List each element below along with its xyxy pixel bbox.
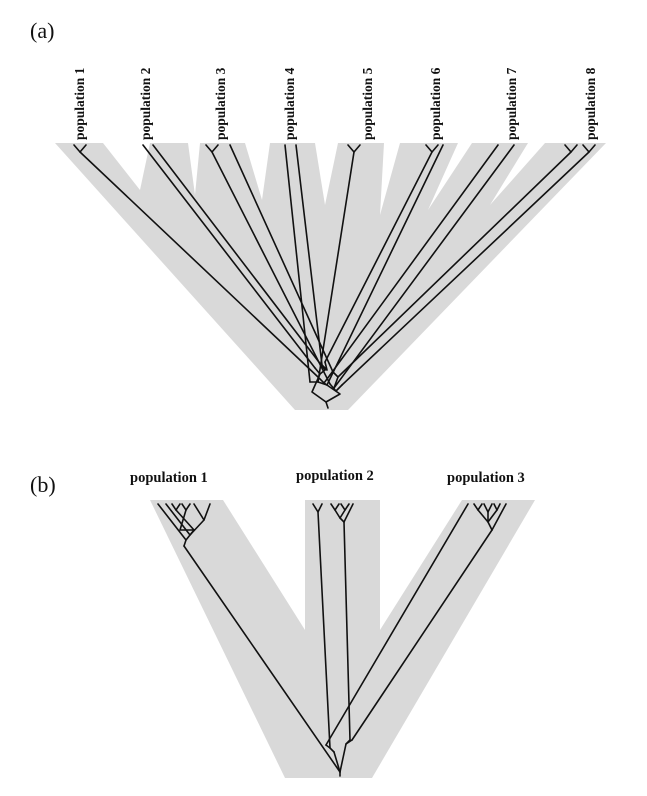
panel-b-species-tree-shading bbox=[150, 500, 535, 778]
panel-a-population-labels: population 1 population 2 population 3 p… bbox=[72, 67, 598, 140]
panel-a-lineage bbox=[329, 144, 499, 376]
panel-a-population-8-label: population 8 bbox=[583, 67, 598, 140]
panel-a-lineage bbox=[317, 151, 355, 383]
panel-b-population-3-label: population 3 bbox=[447, 470, 525, 486]
panel-b-lineage bbox=[491, 503, 507, 531]
panel-a-coalescence bbox=[323, 382, 341, 403]
panel-b-coalescence bbox=[325, 744, 335, 753]
panel-b-coalescence bbox=[487, 521, 493, 531]
panel-b-population-2-label: population 2 bbox=[296, 468, 374, 484]
panel-a-population-2-label: population 2 bbox=[138, 67, 153, 140]
panel-a-population-5-label: population 5 bbox=[360, 67, 375, 140]
panel-a-lineage bbox=[229, 144, 334, 373]
panel-a-lineage bbox=[152, 144, 326, 371]
panel-a-population-4-label: population 4 bbox=[282, 67, 297, 140]
panel-b: (b) population 1 population 2 population… bbox=[30, 468, 535, 778]
panel-b-lineage bbox=[157, 503, 187, 541]
panel-a-lineage bbox=[326, 144, 444, 386]
panel-b-lineage bbox=[175, 509, 195, 531]
panel-a-lineage bbox=[284, 144, 311, 383]
panel-b-coalescence bbox=[333, 751, 341, 773]
panel-b-coalescence bbox=[339, 517, 345, 523]
panel-b-lineage bbox=[343, 521, 351, 741]
panel-a-gene-tree bbox=[73, 144, 596, 409]
panel-b-population-1-label: population 1 bbox=[130, 470, 208, 486]
panel-a-lineage bbox=[142, 144, 316, 369]
panel-b-lineage bbox=[183, 545, 341, 773]
panel-a-coalescence bbox=[332, 371, 339, 389]
panel-a-population-6-label: population 6 bbox=[428, 67, 443, 140]
panel-a: (a) population 1 population 2 population… bbox=[30, 18, 606, 410]
panel-a-lineage bbox=[337, 151, 572, 378]
panel-a-lineage bbox=[324, 151, 433, 363]
panel-b-coalescence bbox=[487, 509, 498, 523]
panel-a-lineage bbox=[341, 151, 590, 386]
panel-a-species-tree-shading bbox=[55, 143, 606, 410]
panel-a-coalescence bbox=[321, 361, 328, 371]
panel-a-lineage bbox=[333, 144, 515, 389]
panel-b-lineage bbox=[343, 503, 354, 523]
panel-a-label: (a) bbox=[30, 18, 54, 43]
panel-b-label: (b) bbox=[30, 472, 56, 497]
panel-a-population-1-label: population 1 bbox=[72, 67, 87, 140]
panel-b-lineage bbox=[325, 503, 469, 746]
panel-b-lineage bbox=[317, 511, 331, 749]
panel-a-root bbox=[325, 401, 329, 409]
panel-b-coalescence bbox=[183, 529, 195, 547]
panel-a-lineage bbox=[79, 151, 319, 378]
panel-a-coalescence bbox=[311, 373, 327, 403]
panel-b-gene-tree bbox=[157, 503, 507, 777]
panel-b-lineage bbox=[351, 529, 493, 741]
panel-b-coalescence bbox=[339, 743, 347, 773]
panel-a-population-3-label: population 3 bbox=[213, 67, 228, 140]
panel-a-coalescence bbox=[309, 381, 328, 386]
panel-a-lineage bbox=[295, 144, 323, 366]
panel-a-lineage bbox=[211, 151, 331, 385]
panel-a-population-7-label: population 7 bbox=[504, 67, 519, 140]
panel-b-lineage bbox=[179, 509, 195, 531]
